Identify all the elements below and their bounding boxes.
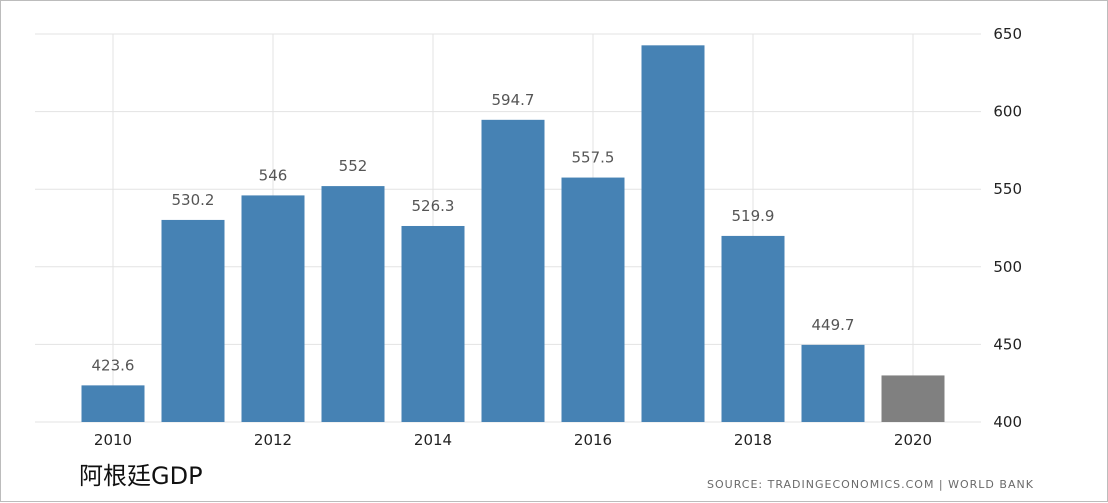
y-tick-label: 450 — [993, 335, 1022, 353]
bar-2018 — [721, 235, 785, 422]
bar-2013 — [321, 186, 385, 422]
bar-value-label: 557.5 — [572, 149, 615, 167]
x-axis-ticks: 2010 2012 2014 2016 2018 2020 — [94, 431, 932, 449]
bar-2016 — [561, 177, 625, 422]
bar-2014 — [401, 225, 465, 422]
bar-2019 — [801, 344, 865, 422]
y-axis-ticks: 400 450 500 550 600 650 — [993, 25, 1022, 431]
bars — [81, 45, 945, 423]
bar-value-label: 546 — [259, 166, 288, 184]
x-tick-label: 2010 — [94, 431, 132, 449]
y-tick-label: 650 — [993, 25, 1022, 43]
bar-value-label: 449.7 — [812, 316, 855, 334]
y-tick-label: 600 — [993, 103, 1022, 121]
bar-value-label: 530.2 — [172, 191, 215, 209]
bar-value-label: 526.3 — [412, 197, 455, 215]
bar-2017 — [641, 45, 705, 423]
x-tick-label: 2018 — [734, 431, 772, 449]
bar-value-labels: 423.6 530.2 546 552 526.3 594.7 557.5 519.9 449.… — [92, 91, 855, 375]
bar-2011 — [161, 219, 225, 422]
source-note: SOURCE: TRADINGECONOMICS.COM | WORLD BAN… — [707, 478, 1034, 491]
bar-value-label: 594.7 — [492, 91, 535, 109]
x-tick-label: 2016 — [574, 431, 612, 449]
bar-2012 — [241, 195, 305, 422]
y-tick-label: 500 — [993, 258, 1022, 276]
bar-value-label: 552 — [339, 157, 368, 175]
bar-value-label: 519.9 — [732, 207, 775, 225]
caption-title: 阿根廷GDP — [79, 462, 203, 490]
x-tick-label: 2020 — [894, 431, 932, 449]
y-tick-label: 550 — [993, 180, 1022, 198]
x-tick-label: 2012 — [254, 431, 292, 449]
bar-2015 — [481, 119, 545, 423]
y-tick-label: 400 — [993, 413, 1022, 431]
bar-2020 — [881, 375, 945, 422]
bar-value-label: 423.6 — [92, 356, 135, 374]
bar-2010 — [81, 385, 145, 422]
x-tick-label: 2014 — [414, 431, 452, 449]
